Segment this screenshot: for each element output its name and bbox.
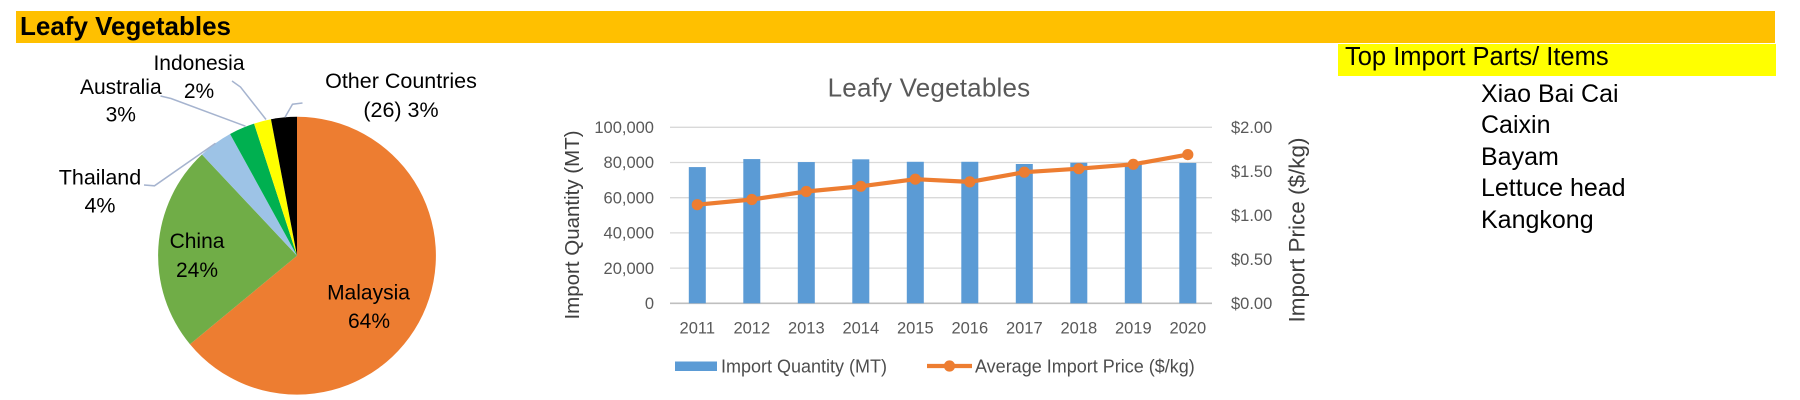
- svg-text:Indonesia: Indonesia: [153, 52, 244, 75]
- svg-text:Australia: Australia: [80, 76, 162, 99]
- svg-text:64%: 64%: [348, 310, 390, 333]
- svg-text:Import Quantity (MT): Import Quantity (MT): [561, 130, 584, 319]
- svg-text:2013: 2013: [788, 320, 825, 338]
- svg-text:2014: 2014: [842, 320, 879, 338]
- svg-text:(26) 3%: (26) 3%: [363, 98, 438, 122]
- svg-text:2%: 2%: [184, 80, 214, 103]
- svg-text:Malaysia: Malaysia: [327, 282, 410, 305]
- svg-text:3%: 3%: [106, 104, 136, 127]
- svg-text:2017: 2017: [1006, 320, 1043, 338]
- svg-text:24%: 24%: [176, 259, 218, 282]
- svg-text:40,000: 40,000: [604, 225, 654, 243]
- svg-text:China: China: [170, 230, 225, 253]
- svg-text:Average Import Price ($/kg): Average Import Price ($/kg): [975, 357, 1195, 377]
- svg-text:$2.00: $2.00: [1231, 119, 1272, 137]
- svg-text:2011: 2011: [680, 320, 715, 338]
- svg-text:$1.00: $1.00: [1231, 207, 1272, 225]
- svg-text:4%: 4%: [84, 194, 115, 218]
- svg-text:$0.50: $0.50: [1231, 251, 1272, 269]
- svg-text:Import Quantity (MT): Import Quantity (MT): [721, 357, 887, 377]
- svg-text:100,000: 100,000: [594, 119, 654, 137]
- svg-text:20,000: 20,000: [604, 260, 654, 278]
- svg-text:2018: 2018: [1060, 320, 1097, 338]
- svg-text:2019: 2019: [1115, 320, 1152, 338]
- svg-text:2020: 2020: [1169, 320, 1206, 338]
- svg-text:Thailand: Thailand: [59, 165, 141, 189]
- svg-text:$0.00: $0.00: [1231, 295, 1272, 313]
- svg-text:80,000: 80,000: [604, 154, 654, 172]
- svg-text:60,000: 60,000: [604, 189, 654, 207]
- svg-text:$1.50: $1.50: [1231, 163, 1272, 181]
- svg-text:2015: 2015: [897, 320, 934, 338]
- svg-text:2012: 2012: [733, 320, 770, 338]
- svg-text:0: 0: [645, 295, 654, 313]
- svg-text:Import Price ($/kg): Import Price ($/kg): [1285, 137, 1310, 322]
- svg-text:Leafy Vegetables: Leafy Vegetables: [828, 73, 1031, 103]
- svg-text:Other Countries: Other Countries: [325, 69, 477, 93]
- svg-text:2016: 2016: [951, 320, 988, 338]
